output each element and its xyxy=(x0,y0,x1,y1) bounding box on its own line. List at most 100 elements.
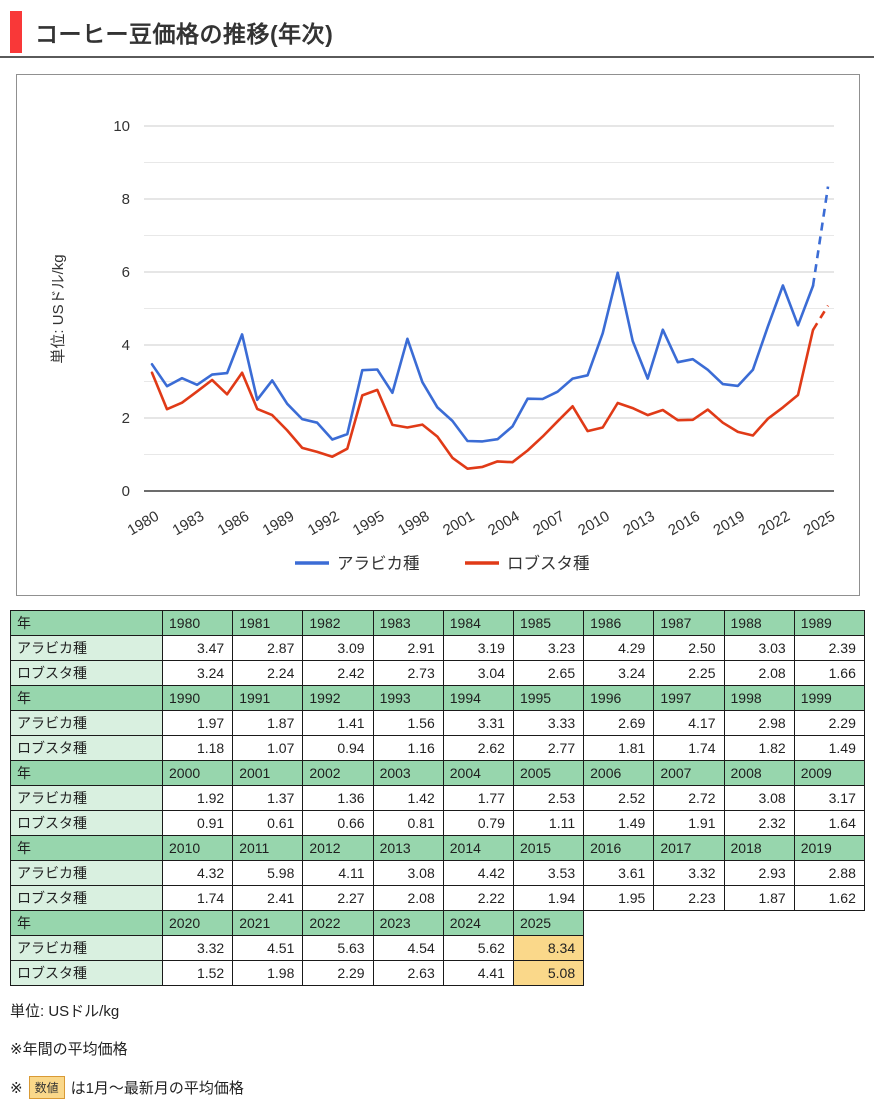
year-row-label-cell: 年 xyxy=(10,760,163,786)
page-title: コーヒー豆価格の推移(年次) xyxy=(35,21,334,47)
year-header-cell: 2018 xyxy=(723,835,795,861)
price-cell: 2.27 xyxy=(302,885,374,911)
table-row: 年 2000 2001 2002 2003 2004 2005 2006 2007 2008 200… xyxy=(10,760,865,786)
price-cell: 8.34 xyxy=(512,935,585,961)
price-cell: 3.24 xyxy=(161,660,234,686)
price-cell: 3.23 xyxy=(512,635,585,661)
year-header-cell: 1988 xyxy=(723,610,795,636)
row-label-cell: ロブスタ種 xyxy=(10,735,163,761)
price-cell: 5.98 xyxy=(232,860,304,886)
year-header-cell: 1989 xyxy=(793,610,865,636)
price-cell: 1.16 xyxy=(372,735,444,761)
price-cell: 5.62 xyxy=(442,935,514,961)
price-cell: 0.94 xyxy=(302,735,374,761)
price-cell: 2.73 xyxy=(372,660,444,686)
svg-text:アラビカ種: アラビカ種 xyxy=(337,554,420,573)
table-row: アラビカ種 4.32 5.98 4.11 3.08 4.42 3.53 3.61 3.32 2.9… xyxy=(10,860,865,886)
price-cell: 3.17 xyxy=(793,785,865,811)
price-cell: 2.93 xyxy=(723,860,795,886)
price-cell: 3.03 xyxy=(723,635,795,661)
price-cell: 3.61 xyxy=(583,860,655,886)
year-header-cell: 1987 xyxy=(653,610,725,636)
year-header-cell: 2017 xyxy=(653,835,725,861)
year-row-label-cell: 年 xyxy=(10,685,163,711)
price-cell: 1.56 xyxy=(372,710,444,736)
price-cell: 2.29 xyxy=(793,710,865,736)
footnotes: 単位: USドル/kg ※年間の平均価格 ※ 数値 は1月〜最新月の平均価格 xyxy=(10,1000,874,1099)
price-cell: 4.29 xyxy=(583,635,655,661)
row-label-cell: ロブスタ種 xyxy=(10,810,163,836)
year-header-cell: 2019 xyxy=(793,835,865,861)
price-line-chart: 0 2 4 6 8 10 1980 1983 1986 1989 1992 1995 1998 2001 2… xyxy=(50,118,838,573)
year-header-cell: 2005 xyxy=(512,760,585,786)
price-cell: 2.42 xyxy=(302,660,374,686)
year-header-cell: 2015 xyxy=(512,835,585,861)
price-cell: 3.08 xyxy=(723,785,795,811)
year-header-cell: 2021 xyxy=(232,910,304,936)
year-header-cell: 2000 xyxy=(161,760,234,786)
table-row: ロブスタ種 3.24 2.24 2.42 2.73 3.04 2.65 3.24 2.25 2.0… xyxy=(10,660,865,686)
price-cell: 1.87 xyxy=(723,885,795,911)
price-cell: 3.04 xyxy=(442,660,514,686)
price-cell: 5.63 xyxy=(302,935,374,961)
year-header-cell: 1982 xyxy=(302,610,374,636)
price-cell: 1.11 xyxy=(512,810,585,836)
price-cell: 2.72 xyxy=(653,785,725,811)
price-cell: 3.33 xyxy=(512,710,585,736)
price-cell: 2.63 xyxy=(372,960,444,986)
price-cell: 2.50 xyxy=(653,635,725,661)
price-table-section: 年 1980 1981 1982 1983 1984 1985 1986 1987 1988 198… xyxy=(10,610,865,986)
svg-text:2010: 2010 xyxy=(575,508,612,539)
svg-text:2016: 2016 xyxy=(665,508,702,539)
price-cell: 1.81 xyxy=(583,735,655,761)
year-header-cell: 2013 xyxy=(372,835,444,861)
year-row-label-cell: 年 xyxy=(10,610,163,636)
year-header-cell: 2010 xyxy=(161,835,234,861)
partial-average-note: ※ 数値 は1月〜最新月の平均価格 xyxy=(10,1076,874,1099)
price-cell: 2.39 xyxy=(793,635,865,661)
svg-text:2007: 2007 xyxy=(530,508,567,539)
table-row: 年 1980 1981 1982 1983 1984 1985 1986 1987 1988 198… xyxy=(10,610,865,636)
price-cell: 1.82 xyxy=(723,735,795,761)
table-row: ロブスタ種 0.91 0.61 0.66 0.81 0.79 1.11 1.49 1.91 2.3… xyxy=(10,810,865,836)
price-cell: 1.91 xyxy=(653,810,725,836)
price-cell: 2.52 xyxy=(583,785,655,811)
note-suffix: は1月〜最新月の平均価格 xyxy=(70,1080,244,1097)
svg-text:4: 4 xyxy=(122,337,130,354)
year-header-cell: 2004 xyxy=(442,760,514,786)
price-cell: 1.74 xyxy=(161,885,234,911)
table-row: アラビカ種 3.32 4.51 5.63 4.54 5.62 8.34 xyxy=(10,935,585,961)
price-cell: 2.53 xyxy=(512,785,585,811)
price-cell: 4.11 xyxy=(302,860,374,886)
price-cell: 2.29 xyxy=(302,960,374,986)
price-cell: 0.61 xyxy=(232,810,304,836)
price-cell: 1.98 xyxy=(232,960,304,986)
price-cell: 1.42 xyxy=(372,785,444,811)
table-row: ロブスタ種 1.74 2.41 2.27 2.08 2.22 1.94 1.95 2.23 1.8… xyxy=(10,885,865,911)
price-cell: 1.97 xyxy=(161,710,234,736)
highlighted-value-badge: 数値 xyxy=(28,1076,65,1099)
svg-text:2004: 2004 xyxy=(485,508,522,539)
svg-text:2001: 2001 xyxy=(440,508,477,539)
price-cell: 3.32 xyxy=(161,935,234,961)
table-row: ロブスタ種 1.52 1.98 2.29 2.63 4.41 5.08 xyxy=(10,960,585,986)
svg-text:1986: 1986 xyxy=(215,508,252,539)
price-table-block: 年 2000 2001 2002 2003 2004 2005 2006 2007 2008 200… xyxy=(10,760,865,836)
price-cell: 4.17 xyxy=(653,710,725,736)
row-label-cell: アラビカ種 xyxy=(10,710,163,736)
price-cell: 1.52 xyxy=(161,960,234,986)
year-header-cell: 2001 xyxy=(232,760,304,786)
year-header-cell: 2016 xyxy=(583,835,655,861)
year-header-cell: 1984 xyxy=(442,610,514,636)
price-cell: 1.64 xyxy=(793,810,865,836)
price-cell: 1.62 xyxy=(793,885,865,911)
svg-text:1980: 1980 xyxy=(125,508,162,539)
price-cell: 1.92 xyxy=(161,785,234,811)
price-cell: 1.87 xyxy=(232,710,304,736)
table-row: アラビカ種 3.47 2.87 3.09 2.91 3.19 3.23 4.29 2.50 3.0… xyxy=(10,635,865,661)
price-cell: 4.51 xyxy=(232,935,304,961)
price-cell: 1.66 xyxy=(793,660,865,686)
svg-text:2: 2 xyxy=(122,410,130,427)
year-header-cell: 1995 xyxy=(512,685,585,711)
price-cell: 3.24 xyxy=(583,660,655,686)
